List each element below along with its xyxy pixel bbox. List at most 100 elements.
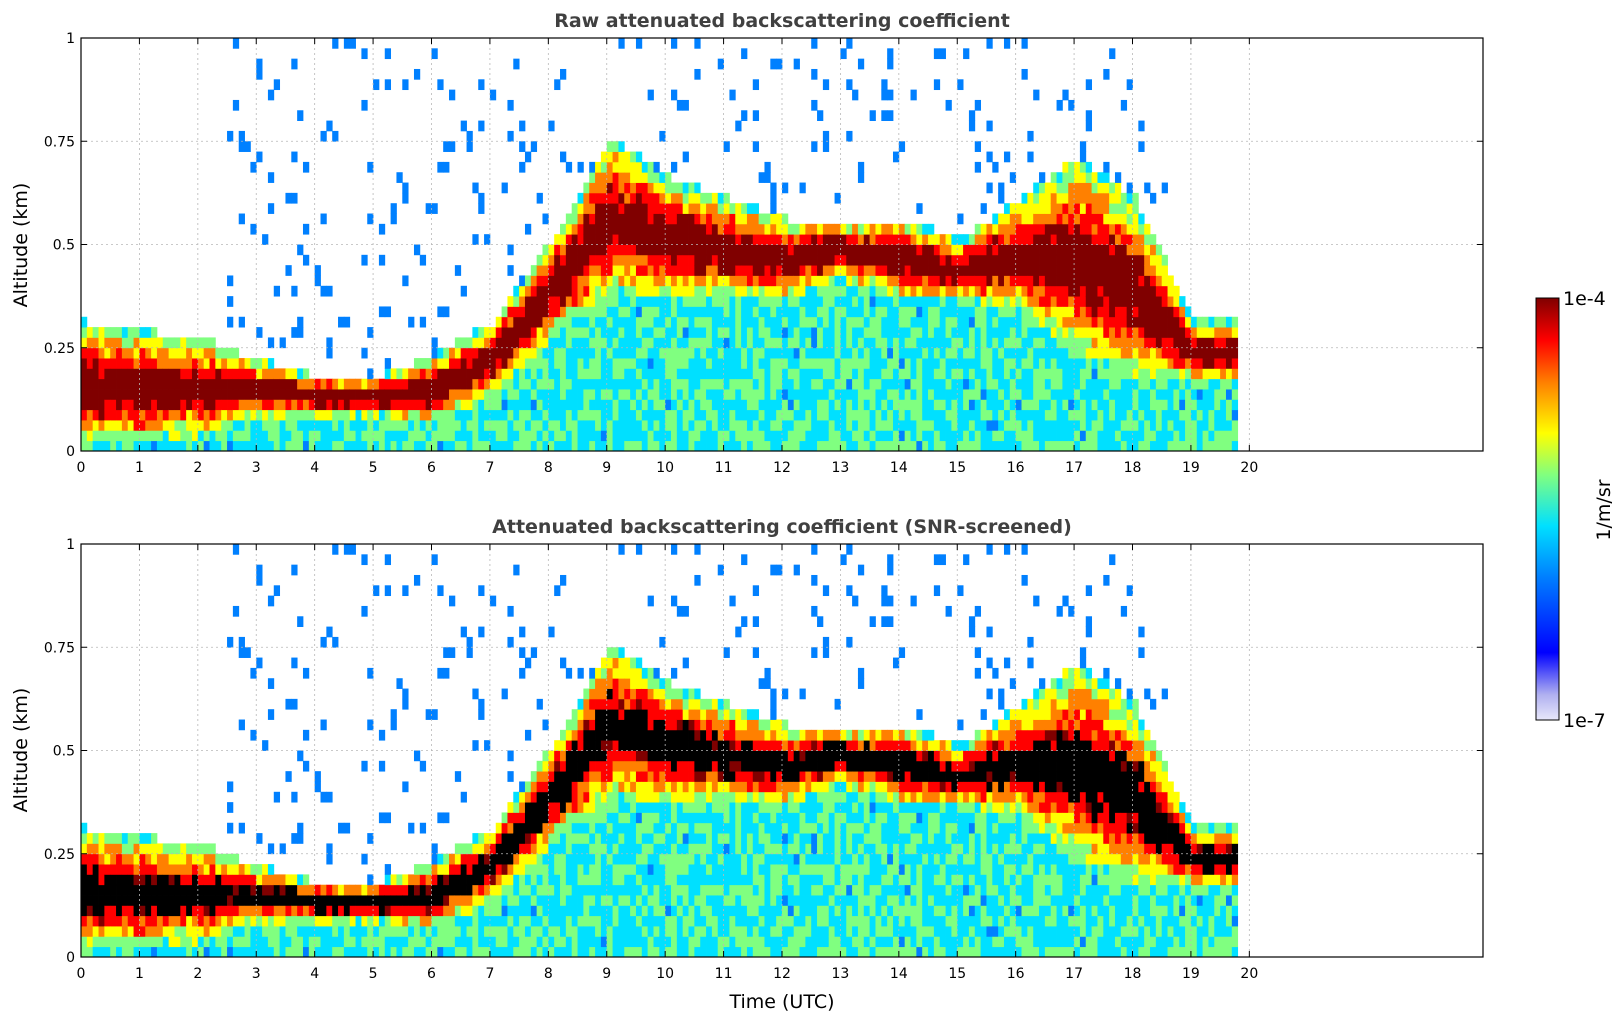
heatmap-cell xyxy=(688,234,695,245)
heatmap-cell xyxy=(396,389,403,400)
heatmap-cell xyxy=(945,409,952,421)
heatmap-cell xyxy=(863,234,871,245)
heatmap-cell xyxy=(1056,327,1063,338)
heatmap-cell xyxy=(1033,389,1040,400)
x-tick-label: 19 xyxy=(1182,460,1200,476)
heatmap-cell xyxy=(1074,203,1081,214)
heatmap-cell xyxy=(752,389,760,400)
heatmap-cell xyxy=(782,399,789,411)
heatmap-cell xyxy=(770,182,777,194)
heatmap-cell xyxy=(694,285,701,297)
heatmap-cell xyxy=(332,389,339,400)
heatmap-cell xyxy=(1225,337,1233,349)
x-tick-label: 0 xyxy=(77,460,86,476)
heatmap-cell xyxy=(1062,172,1069,183)
heatmap-cell xyxy=(536,781,543,793)
heatmap-cell xyxy=(1033,244,1040,256)
heatmap-cell xyxy=(565,420,573,431)
heatmap-cell xyxy=(565,275,573,287)
heatmap-cell xyxy=(565,760,573,772)
heatmap-cell xyxy=(624,358,631,369)
heatmap-cell xyxy=(571,378,578,390)
heatmap-cell xyxy=(881,79,888,91)
heatmap-cell xyxy=(694,440,701,451)
heatmap-cell xyxy=(641,430,649,442)
heatmap-cell xyxy=(828,296,835,307)
heatmap-cell xyxy=(209,926,216,937)
heatmap-cell xyxy=(863,306,871,318)
heatmap-cell xyxy=(571,802,578,813)
heatmap-cell xyxy=(746,316,754,328)
heatmap-cell xyxy=(285,874,292,886)
heatmap-cell xyxy=(454,853,462,865)
heatmap-cell xyxy=(1220,337,1227,349)
heatmap-cell xyxy=(238,213,245,225)
heatmap-cell xyxy=(635,368,643,380)
heatmap-cell xyxy=(1120,234,1128,245)
heatmap-cell xyxy=(665,306,672,318)
heatmap-cell xyxy=(951,389,958,400)
heatmap-cell xyxy=(361,853,368,865)
heatmap-cell xyxy=(86,337,94,349)
heatmap-cell xyxy=(671,182,678,194)
heatmap-cell xyxy=(980,203,987,214)
heatmap-cell xyxy=(892,389,900,400)
heatmap-cell xyxy=(589,420,596,431)
heatmap-cell xyxy=(606,244,613,256)
heatmap-cell xyxy=(168,389,175,400)
heatmap-cell xyxy=(291,564,298,576)
heatmap-cell xyxy=(1079,420,1087,431)
heatmap-cell xyxy=(472,182,479,194)
heatmap-cell xyxy=(881,223,888,235)
x-tick-label: 1 xyxy=(135,460,144,476)
heatmap-cell xyxy=(624,378,631,390)
heatmap-cell xyxy=(302,440,310,451)
heatmap-cell xyxy=(1114,368,1122,380)
heatmap-cell xyxy=(630,399,637,411)
heatmap-cell xyxy=(501,182,508,194)
heatmap-cell xyxy=(542,864,549,875)
heatmap-cell xyxy=(957,358,964,369)
heatmap-cell xyxy=(297,327,304,338)
heatmap-cell xyxy=(711,440,719,451)
heatmap-cell xyxy=(729,409,736,421)
heatmap-cell xyxy=(659,254,666,266)
heatmap-cell xyxy=(758,378,765,390)
heatmap-cell xyxy=(963,275,970,287)
heatmap-cell xyxy=(945,285,952,297)
heatmap-cell xyxy=(1173,389,1180,400)
heatmap-cell xyxy=(735,409,742,421)
heatmap-cell xyxy=(145,833,152,844)
heatmap-cell xyxy=(659,192,666,204)
heatmap-cell xyxy=(1103,420,1110,431)
heatmap-cell xyxy=(1050,347,1057,359)
heatmap-cell xyxy=(863,440,871,451)
heatmap-cell xyxy=(846,130,853,142)
heatmap-cell xyxy=(519,915,526,927)
heatmap-cell xyxy=(653,347,660,359)
heatmap-cell xyxy=(484,905,491,917)
heatmap-cell xyxy=(583,223,590,235)
heatmap-cell xyxy=(776,389,783,400)
heatmap-cell xyxy=(571,420,578,431)
heatmap-cell xyxy=(741,389,748,400)
heatmap-cell xyxy=(1009,275,1017,287)
heatmap-cell xyxy=(297,895,304,906)
heatmap-cell xyxy=(256,68,263,80)
heatmap-cell xyxy=(1109,223,1116,235)
heatmap-cell xyxy=(1208,378,1215,390)
heatmap-cell xyxy=(1225,316,1233,328)
heatmap-cell xyxy=(489,430,497,442)
heatmap-cell xyxy=(682,151,689,163)
heatmap-cell xyxy=(571,296,578,307)
heatmap-cell xyxy=(951,306,958,318)
heatmap-cell xyxy=(92,327,99,338)
heatmap-cell xyxy=(624,192,631,204)
heatmap-cell xyxy=(770,327,777,338)
heatmap-cell xyxy=(1068,347,1075,359)
heatmap-cell xyxy=(577,389,584,400)
heatmap-cell xyxy=(466,347,473,359)
heatmap-cell xyxy=(992,337,999,349)
heatmap-cell xyxy=(291,327,298,338)
heatmap-cell xyxy=(1103,182,1110,194)
